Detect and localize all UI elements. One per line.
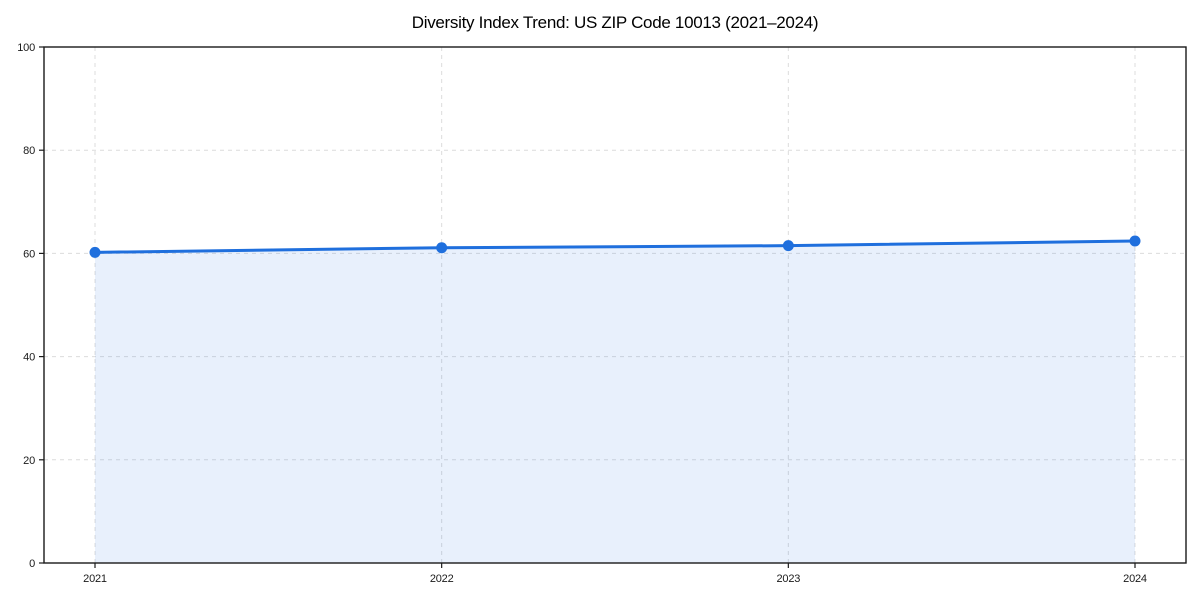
chart-title: Diversity Index Trend: US ZIP Code 10013… — [411, 13, 819, 32]
data-point-2022 — [436, 242, 448, 254]
y-tick-label: 40 — [23, 352, 35, 364]
x-tick-label: 2024 — [1123, 573, 1147, 585]
x-tick-label: 2023 — [776, 573, 800, 585]
y-tick-label: 20 — [23, 455, 35, 467]
y-tick-label: 80 — [23, 145, 35, 157]
y-tick-label: 100 — [17, 42, 35, 54]
trend-line — [93, 239, 1137, 254]
y-tick-label: 0 — [29, 558, 35, 570]
data-point-2021 — [89, 246, 101, 258]
y-tick-label: 60 — [23, 248, 35, 260]
x-tick-label: 2022 — [430, 573, 454, 585]
plot-border — [43, 46, 1187, 564]
data-point-2024 — [1129, 235, 1141, 247]
x-tick-label: 2021 — [83, 573, 107, 585]
area-fill — [95, 241, 1135, 564]
data-point-2023 — [782, 240, 794, 252]
